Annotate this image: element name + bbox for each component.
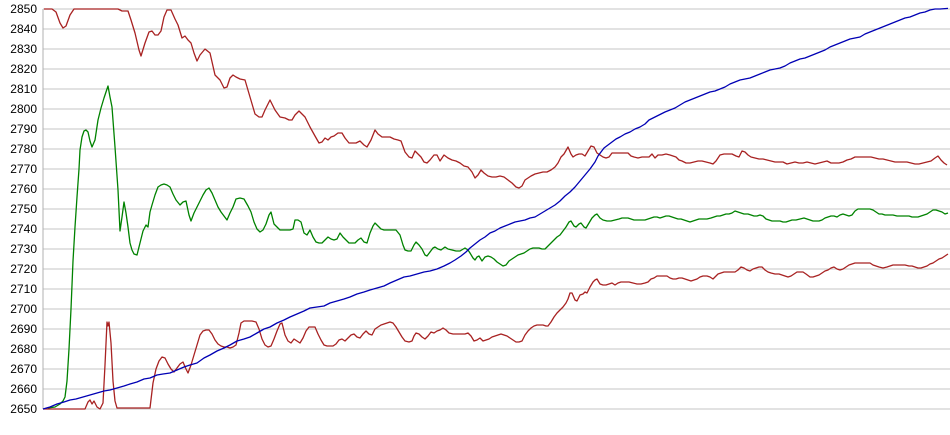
y-tick-label: 2790	[10, 122, 37, 136]
y-tick-label: 2660	[10, 382, 37, 396]
series-lower-red-line	[43, 253, 949, 410]
y-tick-label: 2710	[10, 282, 37, 296]
y-tick-label: 2850	[10, 2, 37, 16]
y-tick-label: 2840	[10, 22, 37, 36]
y-tick-label: 2800	[10, 102, 37, 116]
series-upper-red-line	[44, 8, 948, 189]
y-tick-label: 2820	[10, 62, 37, 76]
y-tick-label: 2830	[10, 42, 37, 56]
y-tick-label: 2670	[10, 362, 37, 376]
y-tick-label: 2730	[10, 242, 37, 256]
y-axis-labels: 2650 2660 2670 2680 2690 2700 2710 2720 2730 2740…	[10, 2, 37, 416]
series-green-line	[47, 85, 949, 409]
series-blue-line	[42, 7, 949, 410]
y-tick-label: 2740	[10, 222, 37, 236]
chart-series	[42, 7, 949, 410]
y-tick-label: 2680	[10, 342, 37, 356]
y-tick-label: 2720	[10, 262, 37, 276]
y-tick-label: 2690	[10, 322, 37, 336]
y-tick-label: 2760	[10, 182, 37, 196]
y-tick-label: 2770	[10, 162, 37, 176]
y-tick-label: 2750	[10, 202, 37, 216]
y-tick-label: 2810	[10, 82, 37, 96]
y-tick-label: 2780	[10, 142, 37, 156]
y-tick-label: 2700	[10, 302, 37, 316]
gridlines	[43, 8, 950, 410]
y-tick-label: 2650	[10, 402, 37, 416]
